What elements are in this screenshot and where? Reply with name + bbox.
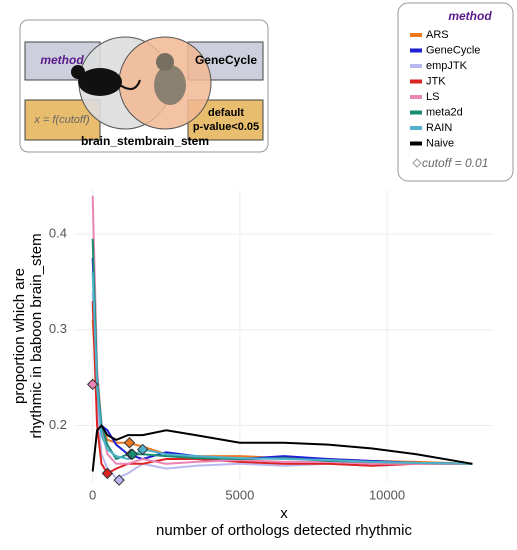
legend-label: JTK [426, 75, 446, 87]
legend-label: empJTK [426, 60, 468, 72]
legend-swatch [410, 48, 422, 53]
x-axis-label: x [280, 505, 288, 522]
x-tick-label: 0 [89, 487, 96, 502]
baboon-icon [154, 65, 186, 105]
x-rule: x = f(cutoff) [33, 114, 90, 126]
x-tick-label: 5000 [225, 487, 254, 502]
legend-note: cutoff = 0.01 [422, 156, 488, 170]
cutoff-marker [136, 443, 149, 456]
legend-label: RAIN [426, 122, 452, 134]
y-tick-label: 0.2 [49, 417, 67, 432]
legend-swatch [410, 33, 422, 37]
legend-swatch [410, 64, 422, 68]
series-line [91, 423, 473, 472]
cutoff-marker [101, 467, 114, 480]
legend-box [397, 2, 514, 182]
series-line [91, 272, 473, 465]
cutoff-marker [86, 378, 99, 391]
mouse-head [71, 65, 85, 79]
y-tick-label: 0.3 [49, 321, 67, 336]
legend-diamond [412, 158, 422, 168]
y-axis-label: rhythmic in baboon brain_stem [28, 233, 45, 438]
diagram: method GeneCycle x = f(cutoff) default p-… [19, 19, 269, 153]
legend-title: method [448, 9, 492, 23]
x-tick-label: 10000 [369, 487, 405, 502]
legend-label: ARS [426, 29, 449, 41]
x-axis-label: number of orthologs detected rhythmic [156, 522, 412, 539]
legend-swatch [410, 79, 422, 84]
legend-swatch [410, 95, 422, 99]
legend-swatch [410, 110, 422, 115]
legend-swatch [410, 126, 422, 130]
cutoff-marker [126, 448, 139, 460]
mouse-tail [119, 79, 141, 90]
legend-label: GeneCycle [426, 44, 480, 56]
series-line [91, 238, 473, 465]
series-line [91, 301, 473, 475]
method-label: method [40, 53, 84, 67]
legend-swatch [410, 141, 422, 146]
legend-label: meta2d [426, 106, 463, 118]
cutoff-marker [113, 474, 125, 486]
y-tick-label: 0.4 [49, 225, 67, 240]
mouse-icon [78, 68, 122, 96]
legend-label: Naive [426, 137, 454, 149]
default-rule: default p-value<0.05 [193, 107, 259, 133]
baboon-head [156, 53, 174, 71]
method-value: GeneCycle [195, 53, 257, 67]
y-axis-label: proportion which are [11, 268, 28, 404]
legend: method cutoff = 0.01 ARS GeneCycle empJTK J… [397, 2, 514, 182]
tissues: brain_stembrain_stem [81, 134, 209, 148]
cutoff-marker [123, 437, 136, 449]
legend-label: LS [426, 91, 439, 103]
